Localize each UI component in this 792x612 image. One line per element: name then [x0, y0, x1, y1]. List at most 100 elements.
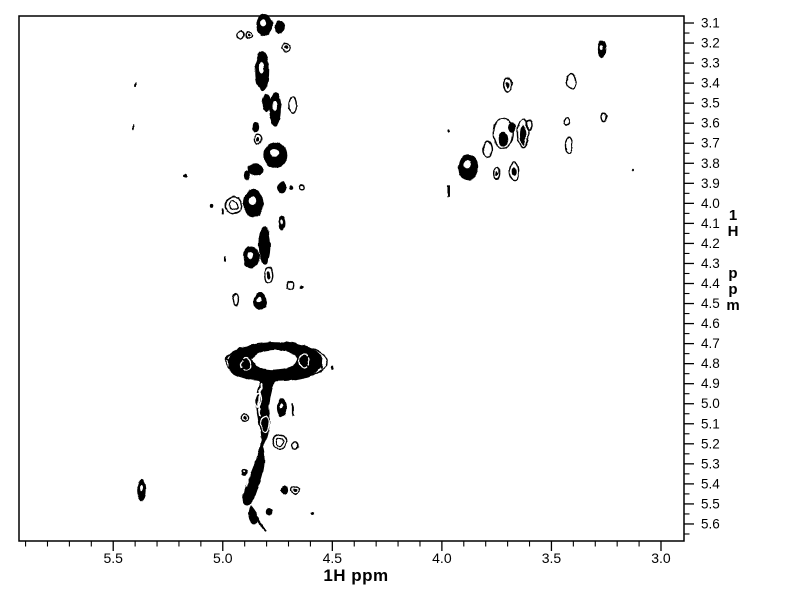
nmr-peak — [288, 185, 293, 190]
y-tick-label: 3.6 — [701, 116, 720, 131]
nmr-peak — [304, 354, 321, 369]
x-axis-title: 1H ppm — [323, 566, 389, 585]
nmr-peak — [525, 119, 534, 131]
y-tick-label: 5.2 — [701, 436, 720, 451]
y-tick-label: 5.5 — [701, 496, 720, 511]
nmr-peak — [240, 413, 249, 422]
y-tick-label: 3.1 — [701, 16, 720, 31]
y-tick-label: 4.4 — [701, 276, 720, 291]
peak-inner-ring — [275, 437, 285, 447]
peak-hole — [258, 61, 265, 74]
ridge-texture-ring — [260, 415, 270, 433]
ridge-shape — [256, 517, 267, 532]
ridge-shape — [257, 382, 263, 417]
peak-hole — [269, 149, 279, 157]
nmr-peak — [508, 161, 520, 181]
ridge-texture-ring — [254, 392, 262, 408]
y-tick-label: 4.0 — [701, 196, 720, 211]
nmr-peak — [492, 166, 501, 180]
nmr-peak — [516, 118, 530, 148]
ridge-shape — [246, 447, 258, 487]
nmr-peak — [131, 125, 134, 130]
peak-center — [293, 488, 297, 492]
peak-hole — [279, 403, 284, 409]
peak-center — [243, 416, 247, 420]
ridge-texture-ring — [298, 353, 310, 369]
nmr-peak — [272, 434, 288, 450]
ridge-texture-ring — [240, 357, 252, 371]
ridge-shape — [228, 341, 323, 382]
y-tick-label: 4.8 — [701, 356, 720, 371]
nmr-peak — [232, 292, 240, 307]
ridge-shape — [248, 505, 258, 525]
nmr-peak — [446, 185, 450, 198]
nmr-peak — [281, 42, 292, 52]
y-tick-label: 4.6 — [701, 316, 720, 331]
nmr-peak — [291, 403, 294, 416]
peak-center — [284, 45, 289, 49]
peak-hole — [248, 196, 257, 206]
nmr-peak — [264, 266, 274, 285]
peak-hole — [280, 220, 283, 225]
y-tick-label: 3.5 — [701, 96, 720, 111]
nmr-peak — [210, 203, 214, 208]
nmr-peak — [258, 226, 271, 265]
nmr-peak — [226, 354, 233, 361]
nmr-peak — [565, 73, 577, 89]
y-axis-title-char: p — [728, 265, 738, 282]
peak-hole — [272, 101, 278, 112]
plot-frame — [18, 15, 685, 542]
y-tick-label: 3.8 — [701, 156, 720, 171]
nmr-peak — [290, 485, 300, 495]
x-tick-label: 5.5 — [103, 550, 123, 566]
y-axis: 3.1 3.2 3.3 3.4 3.5 3.6 3.7 3.8 3.9 4.0 4.1 4.2 4.3 4… — [684, 16, 720, 535]
nmr-peak — [265, 507, 273, 516]
x-tick-label: 5.0 — [213, 550, 233, 566]
nmr-peak — [286, 280, 295, 291]
x-axis: 5.5 5.0 4.5 4.0 3.5 3.0 — [25, 541, 671, 566]
nmr-peak — [253, 133, 263, 145]
peak-center — [505, 81, 510, 89]
nmr-peak — [507, 122, 516, 133]
y-tick-label: 3.3 — [701, 56, 720, 71]
y-tick-label: 4.2 — [701, 236, 720, 251]
y-tick-label: 4.9 — [701, 376, 720, 391]
x-tick-label: 4.0 — [432, 550, 452, 566]
peak-center — [495, 170, 499, 176]
peak-inner-ring — [228, 200, 239, 211]
peak-center — [247, 33, 251, 37]
peak-center — [256, 136, 260, 142]
nmr-peak — [274, 20, 285, 35]
nmr-peak — [225, 196, 243, 215]
nmr-peak — [600, 112, 608, 122]
y-tick-label: 3.9 — [701, 176, 720, 191]
y-tick-label: 4.3 — [701, 256, 720, 271]
y-tick-label: 4.5 — [701, 296, 720, 311]
peak-hole — [247, 252, 254, 259]
nmr-peak — [288, 96, 298, 114]
nmr-peak — [277, 181, 287, 194]
y-tick-label: 5.6 — [701, 516, 720, 531]
y-tick-label: 4.1 — [701, 216, 720, 231]
x-tick-label: 3.0 — [651, 550, 671, 566]
nmr-peak — [502, 77, 513, 93]
nmr-peak — [300, 286, 304, 290]
nmr-peak — [330, 365, 334, 370]
nmr-peak — [563, 117, 570, 126]
peak-center — [266, 271, 271, 280]
nmr-peak — [447, 129, 450, 133]
peak-hole — [139, 484, 143, 492]
y-tick-label: 3.4 — [701, 76, 720, 91]
peak-hole — [599, 44, 604, 51]
peak-hole — [256, 297, 262, 303]
nmr-peak — [492, 117, 514, 149]
nmr-peak — [320, 362, 323, 370]
nmr-peak — [247, 163, 264, 176]
nmr-peak — [298, 184, 305, 191]
nmr-peak — [519, 125, 526, 146]
y-axis-title-char: 1 — [728, 207, 738, 224]
contour-peaks — [131, 14, 634, 532]
nmr-peak — [252, 122, 259, 133]
nmr-peak — [284, 370, 289, 377]
